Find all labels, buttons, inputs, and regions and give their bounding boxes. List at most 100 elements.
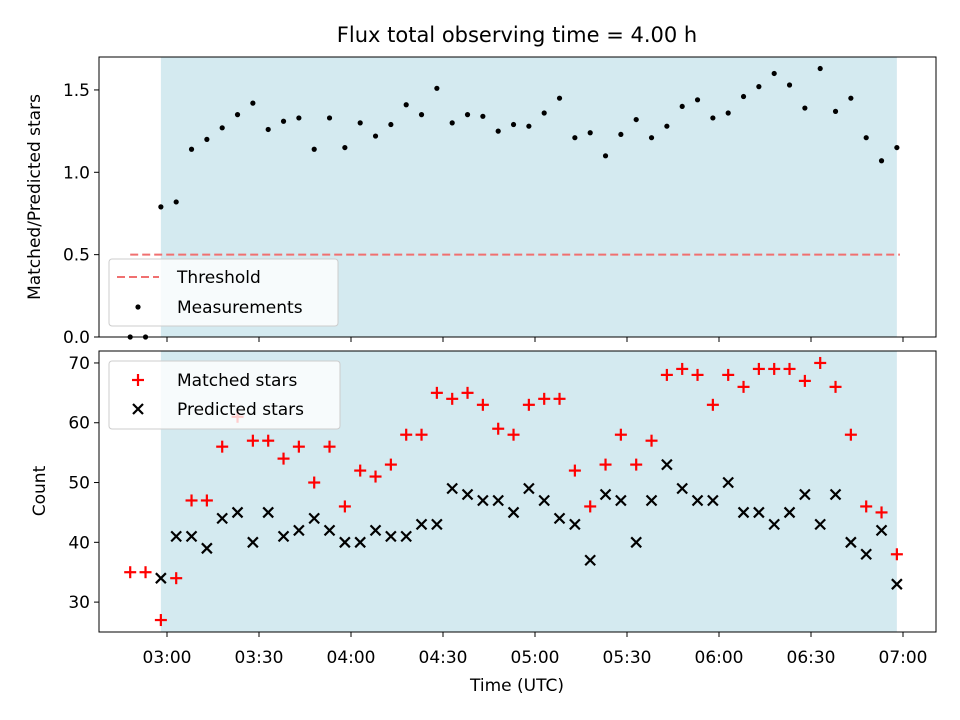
measurement-point (464, 112, 471, 118)
matched-star-point (292, 440, 305, 453)
top-y-axis-label: Matched/Predicted stars (25, 94, 45, 300)
predicted-star-point (615, 494, 627, 507)
bottom-legend: Matched stars Predicted stars (108, 360, 341, 430)
legend-matched-label: Matched stars (177, 371, 297, 391)
matched-star-point (538, 392, 551, 405)
matched-star-point (722, 368, 735, 381)
matched-star-point (446, 392, 459, 405)
predicted-star-point (584, 554, 596, 567)
matched-star-point (829, 380, 842, 393)
predicted-star-point (538, 494, 550, 507)
measurement-point (188, 146, 195, 152)
matched-star-point (400, 428, 413, 441)
measurement-point (158, 204, 164, 210)
x-tick-label: 05:30 (603, 648, 652, 668)
bottom-y-tick-label: 30 (68, 593, 90, 613)
predicted-star-point (645, 494, 658, 507)
matched-star-point (461, 386, 474, 399)
predicted-star-point (768, 518, 780, 531)
measurement-point (832, 108, 839, 114)
matched-star-point (860, 500, 873, 513)
matched-star-point (216, 440, 229, 453)
matched-star-point (844, 428, 857, 441)
matched-star-point (783, 362, 796, 375)
measurement-point (219, 125, 225, 131)
predicted-star-point (155, 572, 167, 584)
predicted-star-point (385, 530, 397, 543)
matched-star-point (415, 428, 428, 441)
measurement-point (495, 128, 501, 134)
predicted-star-point (737, 506, 750, 519)
predicted-star-point (722, 476, 734, 489)
predicted-star-point (845, 536, 857, 549)
predicted-star-point (231, 506, 244, 519)
matched-star-point (768, 362, 781, 375)
matched-star-point (369, 470, 382, 483)
top-y-tick-label: 1.0 (63, 163, 90, 183)
legend-matched-marker (132, 374, 144, 386)
measurement-point (878, 158, 885, 164)
measurement-point (679, 103, 685, 110)
predicted-star-point (201, 542, 213, 555)
predicted-star-point (492, 494, 504, 507)
chart-title: Flux total observing time = 4.00 h (337, 23, 697, 47)
predicted-star-point (860, 548, 872, 561)
measurement-point (863, 135, 869, 141)
matched-star-point (246, 434, 259, 447)
legend-predicted-label: Predicted stars (177, 400, 304, 420)
measurement-point (633, 116, 639, 123)
matched-star-point (139, 566, 152, 579)
predicted-star-point (431, 518, 443, 531)
legend-measurements-marker (135, 304, 141, 310)
measurement-point (326, 115, 333, 121)
predicted-star-point (523, 482, 535, 495)
predicted-star-point (400, 530, 412, 543)
matched-star-point (553, 392, 566, 405)
measurement-point (250, 100, 256, 106)
measurement-point (817, 65, 823, 72)
matched-star-point (154, 614, 167, 627)
x-tick-label: 07:00 (879, 648, 928, 668)
measurement-point (725, 110, 731, 116)
matched-star-point (308, 476, 321, 489)
predicted-star-point (415, 518, 428, 531)
top-y-tick-label: 1.5 (63, 81, 90, 101)
matched-star-point (124, 566, 137, 579)
predicted-star-point (569, 518, 581, 531)
bottom-plot-frame (98, 350, 937, 633)
x-tick-label: 06:30 (787, 648, 836, 668)
predicted-star-point (676, 482, 688, 495)
predicted-star-point (630, 536, 642, 549)
matched-star-point (630, 458, 643, 471)
predicted-star-point (185, 530, 198, 543)
matched-star-point (384, 458, 397, 471)
legend-threshold-label: Threshold (176, 268, 261, 288)
measurement-point (434, 85, 440, 91)
predicted-star-point (262, 506, 274, 519)
measurement-point (648, 135, 655, 141)
legend-measurements-label: Measurements (177, 298, 303, 318)
matched-star-point (185, 494, 198, 507)
bottom-panel: 30 40 50 60 70 03:00 03:30 04:00 04:30 05:00 05:3… (30, 350, 937, 696)
top-legend-box (108, 258, 339, 327)
matched-star-point (430, 386, 443, 399)
measurement-point (418, 112, 425, 118)
bottom-y-tick-label: 70 (68, 354, 90, 374)
matched-star-point (798, 374, 811, 387)
legend-predicted-marker (132, 403, 144, 415)
x-tick-label: 04:00 (327, 648, 376, 668)
top-plot-frame (98, 56, 937, 338)
measurement-point (786, 82, 793, 88)
x-tick-label: 05:00 (511, 648, 560, 668)
matched-star-point (676, 362, 689, 375)
measurement-point (541, 110, 547, 116)
matched-star-point (890, 548, 903, 561)
matched-star-point (200, 494, 213, 507)
measurement-point (388, 121, 394, 128)
predicted-star-point (477, 494, 489, 507)
measurement-point (265, 126, 271, 133)
matched-star-point (691, 368, 704, 381)
measurement-point (449, 120, 455, 126)
measurement-point (311, 146, 317, 152)
matched-star-point (660, 368, 673, 381)
